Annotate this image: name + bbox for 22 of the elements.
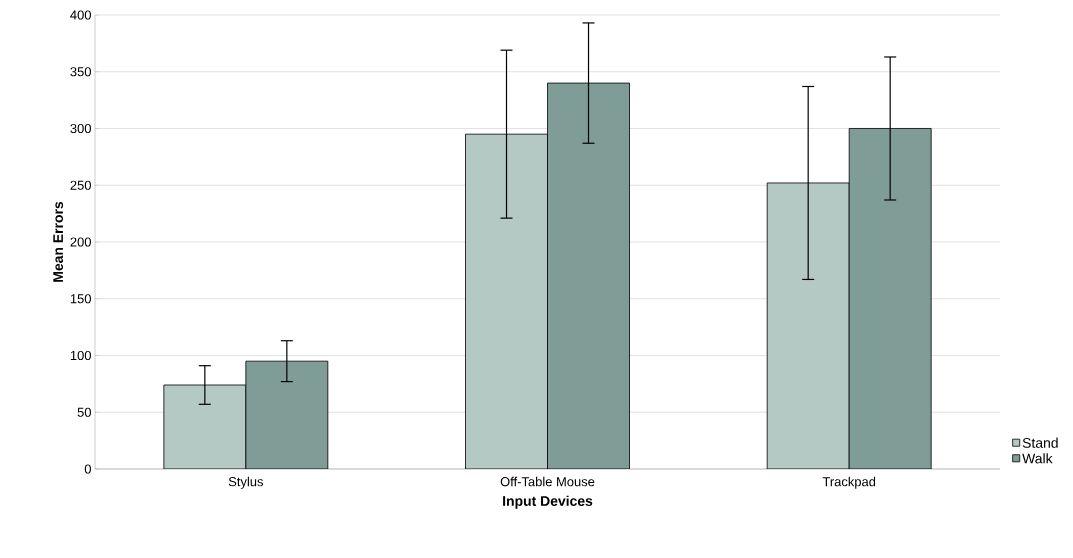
bar (766, 182, 850, 469)
x-axis-title: Input Devices (503, 495, 593, 509)
y-tick-label: 400 (70, 10, 91, 20)
y-tick-label: 150 (70, 294, 91, 304)
bar (245, 360, 329, 469)
y-axis-title: Mean Errors (53, 201, 64, 282)
y-tick-label: 100 (70, 350, 91, 361)
x-tick-label: Off-Table Mouse (500, 476, 595, 487)
x-tick-label: Trackpad (822, 476, 876, 489)
bar (163, 384, 247, 469)
legend-label: Stand (1022, 437, 1058, 448)
legend-label: Walk (1022, 453, 1053, 464)
y-tick-label: 0 (84, 464, 91, 474)
bar (465, 133, 548, 469)
y-tick-label: 50 (77, 407, 91, 417)
bar (848, 128, 932, 469)
y-tick-label: 200 (70, 237, 91, 247)
y-tick-label: 350 (70, 67, 91, 77)
x-tick-label: Stylus (228, 476, 264, 489)
bar (547, 82, 630, 469)
y-tick-label: 300 (70, 123, 91, 134)
y-tick-label: 250 (70, 180, 91, 190)
